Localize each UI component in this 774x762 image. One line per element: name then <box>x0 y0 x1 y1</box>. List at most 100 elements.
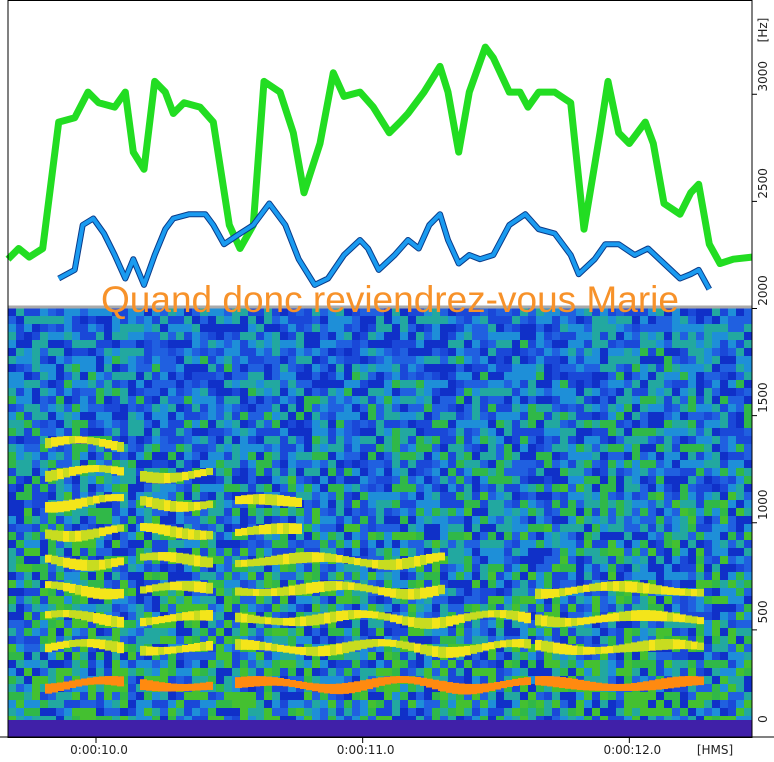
spectrogram-cell <box>216 492 224 500</box>
spectrogram-cell <box>320 372 328 380</box>
spectrogram-cell <box>24 396 32 404</box>
spectrogram-cell <box>80 380 88 388</box>
spectrogram-cell <box>304 660 312 668</box>
spectrogram-cell <box>336 676 344 684</box>
spectrogram-cell <box>248 684 256 692</box>
spectrogram-cell <box>544 708 552 716</box>
spectrogram-cell <box>144 444 152 452</box>
spectrogram-cell <box>640 516 648 524</box>
spectrogram-cell <box>336 524 344 532</box>
spectrogram-cell <box>648 556 656 564</box>
spectrogram-cell <box>712 436 720 444</box>
spectrogram-cell <box>312 412 320 420</box>
spectrogram-cell <box>456 668 464 676</box>
spectrogram-cell <box>216 316 224 324</box>
spectrogram-cell <box>552 444 560 452</box>
spectrogram-cell <box>648 700 656 708</box>
spectrogram-cell <box>488 628 496 636</box>
spectrogram-cell <box>272 700 280 708</box>
spectrogram-cell <box>128 588 136 596</box>
spectrogram-cell <box>704 420 712 428</box>
spectrogram-cell <box>336 308 344 316</box>
spectrogram-cell <box>256 516 264 524</box>
spectrogram-cell <box>600 468 608 476</box>
spectrogram-cell <box>448 636 456 644</box>
spectrogram-cell <box>416 324 424 332</box>
spectrogram-cell <box>448 332 456 340</box>
spectrogram-cell <box>496 620 504 628</box>
spectrogram-cell <box>624 636 632 644</box>
spectrogram-cell <box>464 380 472 388</box>
spectrogram-cell <box>672 684 680 692</box>
spectrogram-cell <box>112 388 120 396</box>
spectrogram-cell <box>512 452 520 460</box>
spectrogram-cell <box>544 692 552 700</box>
spectrogram-cell <box>160 364 168 372</box>
spectrogram-cell <box>264 612 272 620</box>
spectrogram-cell <box>392 404 400 412</box>
spectrogram-cell <box>688 508 696 516</box>
spectrogram-cell <box>448 372 456 380</box>
spectrogram-cell <box>40 588 48 596</box>
spectrogram-cell <box>16 508 24 516</box>
spectrogram-cell <box>456 636 464 644</box>
spectrogram-cell <box>216 668 224 676</box>
spectrogram-cell <box>216 652 224 660</box>
spectrogram-cell <box>104 404 112 412</box>
spectrogram-cell <box>520 708 528 716</box>
spectrogram-cell <box>328 308 336 316</box>
spectrogram-cell <box>32 420 40 428</box>
spectrogram-cell <box>168 620 176 628</box>
spectrogram-cell <box>64 644 72 652</box>
spectrogram-cell <box>136 452 144 460</box>
spectrogram-cell <box>48 332 56 340</box>
spectrogram-cell <box>720 540 728 548</box>
spectrogram-cell <box>168 356 176 364</box>
spectrogram-cell <box>392 372 400 380</box>
spectrogram-cell <box>328 324 336 332</box>
spectrogram-cell <box>40 572 48 580</box>
spectrogram-cell <box>664 468 672 476</box>
spectrogram-cell <box>408 452 416 460</box>
spectrogram-cell <box>488 516 496 524</box>
spectrogram-cell <box>80 548 88 556</box>
spectrogram-cell <box>504 532 512 540</box>
spectrogram-cell <box>480 540 488 548</box>
spectrogram-cell <box>344 388 352 396</box>
spectrogram-cell <box>96 348 104 356</box>
spectrogram-cell <box>448 364 456 372</box>
spectrogram-cell <box>616 596 624 604</box>
spectrogram-cell <box>712 452 720 460</box>
spectrogram-cell <box>376 356 384 364</box>
spectrogram-cell <box>400 492 408 500</box>
spectrogram-cell <box>376 708 384 716</box>
spectrogram-cell <box>144 460 152 468</box>
spectrogram-cell <box>128 580 136 588</box>
spectrogram-cell <box>216 692 224 700</box>
spectrogram-cell <box>184 508 192 516</box>
spectrogram-cell <box>128 644 136 652</box>
spectrogram-cell <box>488 476 496 484</box>
spectrogram-cell <box>384 596 392 604</box>
spectrogram-cell <box>736 644 744 652</box>
spectrogram-cell <box>8 428 16 436</box>
spectrogram-cell <box>744 428 752 436</box>
spectrogram-cell <box>88 692 96 700</box>
spectrogram-cell <box>160 516 168 524</box>
spectrogram-cell <box>144 348 152 356</box>
spectrogram-cell <box>168 668 176 676</box>
spectrogram-cell <box>224 636 232 644</box>
spectrogram-cell <box>568 388 576 396</box>
spectrogram-cell <box>632 556 640 564</box>
spectrogram-cell <box>672 420 680 428</box>
spectrogram-cell <box>592 492 600 500</box>
spectrogram-cell <box>48 324 56 332</box>
spectrogram-cell <box>672 356 680 364</box>
spectrogram-cell <box>664 348 672 356</box>
spectrogram-cell <box>200 564 208 572</box>
spectrogram-cell <box>168 444 176 452</box>
spectrogram-cell <box>224 436 232 444</box>
spectrogram-cell <box>592 540 600 548</box>
spectrogram-cell <box>528 516 536 524</box>
spectrogram-cell <box>344 516 352 524</box>
